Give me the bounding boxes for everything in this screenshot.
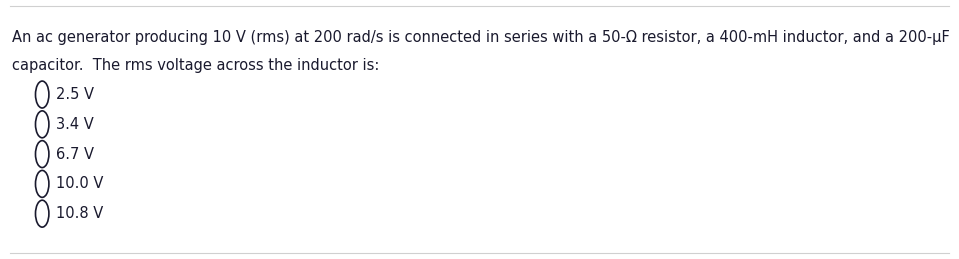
- Text: An ac generator producing 10 V (rms) at 200 rad/s is connected in series with a : An ac generator producing 10 V (rms) at …: [12, 30, 950, 45]
- Text: 10.8 V: 10.8 V: [56, 206, 103, 221]
- Text: 2.5 V: 2.5 V: [56, 87, 94, 102]
- Text: 10.0 V: 10.0 V: [56, 176, 103, 191]
- Text: 3.4 V: 3.4 V: [56, 117, 93, 132]
- Text: capacitor.  The rms voltage across the inductor is:: capacitor. The rms voltage across the in…: [12, 58, 380, 73]
- Text: 6.7 V: 6.7 V: [56, 147, 94, 162]
